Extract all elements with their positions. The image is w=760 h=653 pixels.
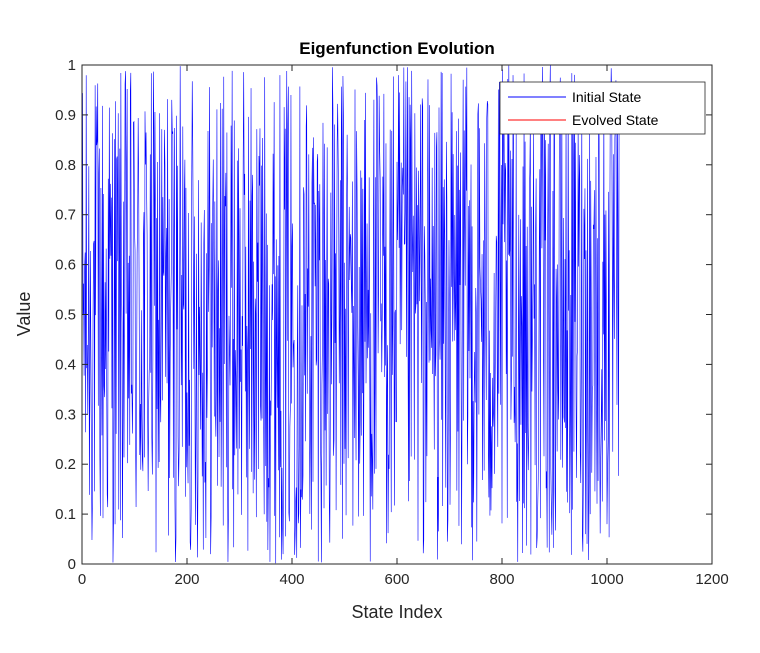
x-ticks: 0 200 400 600 800 1000 1200 bbox=[78, 65, 729, 588]
legend: Initial State Evolved State bbox=[499, 81, 706, 135]
y-tick-label: 0 bbox=[68, 556, 76, 573]
x-tick-label: 800 bbox=[489, 571, 514, 588]
y-tick-label: 0.4 bbox=[55, 356, 76, 373]
series-layer bbox=[82, 65, 620, 564]
y-tick-label: 0.7 bbox=[55, 207, 76, 224]
x-tick-label: 600 bbox=[384, 571, 409, 588]
x-tick-label: 0 bbox=[78, 571, 86, 588]
y-tick-label: 0.3 bbox=[55, 406, 76, 423]
x-tick-label: 400 bbox=[279, 571, 304, 588]
legend-box bbox=[499, 81, 706, 135]
x-tick-label: 1000 bbox=[590, 571, 623, 588]
y-ticks: 0 0.1 0.2 0.3 0.4 0.5 0.6 0.7 0.8 0.9 1 bbox=[55, 57, 712, 573]
y-tick-label: 0.6 bbox=[55, 257, 76, 274]
y-tick-label: 0.8 bbox=[55, 157, 76, 174]
y-tick-label: 0.1 bbox=[55, 506, 76, 523]
legend-label-evolved-state: Evolved State bbox=[572, 112, 659, 128]
x-tick-label: 1200 bbox=[695, 571, 728, 588]
chart-title: Eigenfunction Evolution bbox=[299, 39, 494, 58]
y-tick-label: 0.5 bbox=[55, 307, 76, 324]
x-axis-label: State Index bbox=[351, 602, 442, 622]
series-line-initial-state bbox=[82, 65, 620, 564]
y-tick-label: 1 bbox=[68, 57, 76, 74]
y-tick-label: 0.9 bbox=[55, 107, 76, 124]
x-tick-label: 200 bbox=[174, 571, 199, 588]
y-tick-label: 0.2 bbox=[55, 456, 76, 473]
y-axis-label: Value bbox=[14, 292, 34, 337]
legend-label-initial-state: Initial State bbox=[572, 89, 641, 105]
